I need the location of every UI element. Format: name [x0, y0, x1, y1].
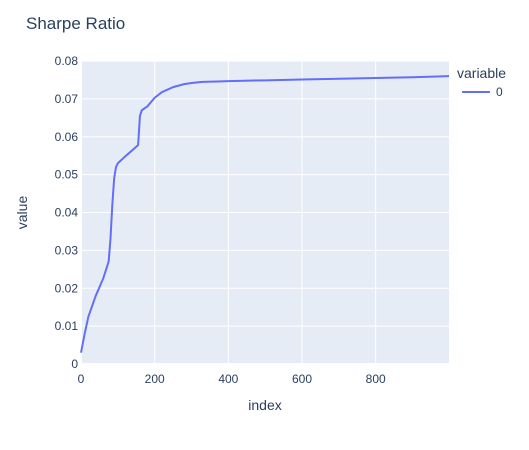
- series-lines: [80, 75, 450, 353]
- x-tick-label: 0: [78, 372, 85, 386]
- chart-title: Sharpe Ratio: [26, 14, 125, 33]
- x-tick-label: 200: [145, 372, 165, 386]
- x-tick-label: 600: [292, 372, 312, 386]
- x-tick-label: 800: [366, 372, 386, 386]
- y-tick-label: 0.03: [55, 243, 79, 257]
- y-tick-label: 0.05: [55, 168, 79, 182]
- y-tick-label: 0: [71, 357, 78, 371]
- x-axis-ticks: 0 200 400 600 800: [78, 372, 386, 386]
- x-axis-label: index: [248, 397, 281, 413]
- legend-title: variable: [457, 65, 506, 81]
- y-tick-label: 0.06: [55, 130, 79, 144]
- y-tick-label: 0.04: [55, 206, 79, 220]
- y-axis-label: value: [14, 196, 30, 230]
- x-tick-label: 400: [218, 372, 238, 386]
- y-tick-label: 0.02: [55, 281, 79, 295]
- legend-item-label: 0: [496, 85, 503, 99]
- y-tick-label: 0.07: [55, 92, 79, 106]
- y-axis-ticks: 0 0.01 0.02 0.03 0.04 0.05 0.06 0.07 0.08: [55, 54, 79, 371]
- series-line-0: [80, 75, 450, 353]
- y-tick-label: 0.01: [55, 319, 79, 333]
- legend: variable 0: [457, 65, 506, 99]
- y-tick-label: 0.08: [55, 54, 79, 68]
- grid-lines: [80, 60, 449, 365]
